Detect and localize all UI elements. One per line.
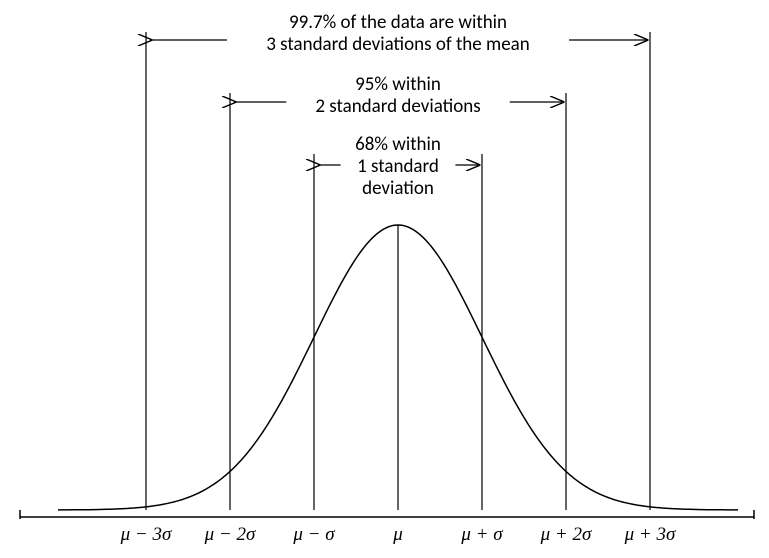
axis-label-plus3sigma: μ + 3σ [624,524,676,545]
diagram-layer: 99.7% of the data are within3 standard d… [20,11,754,545]
axis-label-minus1sigma: μ − σ [292,524,335,545]
empirical-rule-diagram: 99.7% of the data are within3 standard d… [0,0,769,558]
rule-2sigma-label-line-1: 2 standard deviations [315,95,480,118]
rule-1sigma-label-line-1: 1 standard [357,155,439,178]
axis-label-minus3sigma: μ − 3σ [120,524,172,545]
rule-1sigma-label-line-2: deviation [362,177,434,200]
axis-label-plus0sigma: μ [392,524,403,545]
rule-2sigma-label-line-0: 95% within [355,73,441,96]
axis-label-plus1sigma: μ + σ [460,524,503,545]
axis-label-plus2sigma: μ + 2σ [540,524,592,545]
rule-3sigma-label-line-0: 99.7% of the data are within [289,11,507,34]
axis-label-minus2sigma: μ − 2σ [204,524,256,545]
rule-1sigma-label-line-0: 68% within [355,133,441,156]
rule-3sigma-label-line-1: 3 standard deviations of the mean [266,33,530,56]
